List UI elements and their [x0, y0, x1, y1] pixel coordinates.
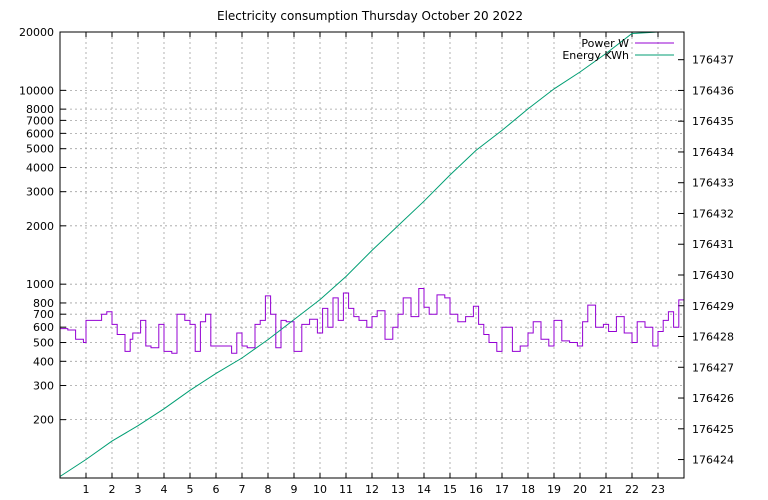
- x-tick-label: 13: [391, 483, 405, 496]
- legend-label-energy: Energy KWh: [562, 49, 629, 62]
- y2-tick-label: 176427: [692, 361, 734, 374]
- x-tick-label: 15: [443, 483, 457, 496]
- energy-series-line: [59, 31, 684, 477]
- y2-tick-label: 176431: [692, 238, 734, 251]
- x-tick-label: 14: [417, 483, 431, 496]
- x-tick-label: 1: [83, 483, 90, 496]
- x-tick-label: 6: [213, 483, 220, 496]
- y-tick-label: 800: [33, 297, 54, 310]
- y2-tick-label: 176429: [692, 300, 734, 313]
- plot-frame: [59, 31, 685, 479]
- x-tick-label: 23: [651, 483, 665, 496]
- y-tick-label: 7000: [26, 114, 54, 127]
- y2-tick-label: 176434: [692, 146, 734, 159]
- y-tick-label: 3000: [26, 186, 54, 199]
- y2-tick-label: 176425: [692, 423, 734, 436]
- x-tick-label: 19: [547, 483, 561, 496]
- y-tick-label: 2000: [26, 220, 54, 233]
- y-tick-label: 400: [33, 355, 54, 368]
- y-tick-label: 500: [33, 337, 54, 350]
- series-group: [59, 31, 685, 477]
- x-tick-label: 8: [265, 483, 272, 496]
- legend: Power W Energy KWh: [562, 37, 674, 62]
- grid-lines: [60, 31, 684, 478]
- axis-ticks: 1 2 3 4 5 6 7 8 9 10 11 12 13 14 15 16 17 18 19 20 21 22 23200…: [19, 26, 734, 496]
- x-tick-label: 5: [187, 483, 194, 496]
- y-tick-label: 300: [33, 380, 54, 393]
- y2-tick-label: 176433: [692, 177, 734, 190]
- x-tick-label: 4: [161, 483, 168, 496]
- x-tick-label: 17: [495, 483, 509, 496]
- x-tick-label: 10: [313, 483, 327, 496]
- x-tick-label: 3: [135, 483, 142, 496]
- y2-tick-label: 176430: [692, 269, 734, 282]
- y2-tick-label: 176437: [692, 54, 734, 67]
- y-tick-label: 1000: [26, 278, 54, 291]
- y-tick-label: 8000: [26, 103, 54, 116]
- y2-tick-label: 176436: [692, 84, 734, 97]
- x-tick-label: 7: [239, 483, 246, 496]
- y2-tick-label: 176426: [692, 392, 734, 405]
- power-series-line: [60, 288, 685, 354]
- x-tick-label: 20: [573, 483, 587, 496]
- x-tick-label: 21: [599, 483, 613, 496]
- y2-tick-label: 176424: [692, 454, 734, 467]
- x-tick-label: 18: [521, 483, 535, 496]
- x-tick-label: 12: [365, 483, 379, 496]
- x-tick-label: 16: [469, 483, 483, 496]
- y-tick-label: 4000: [26, 161, 54, 174]
- x-tick-label: 11: [339, 483, 353, 496]
- y2-tick-label: 176428: [692, 331, 734, 344]
- y-tick-label: 200: [33, 414, 54, 427]
- legend-label-power: Power W: [581, 37, 629, 50]
- x-tick-label: 9: [291, 483, 298, 496]
- x-tick-label: 2: [109, 483, 116, 496]
- y-tick-label: 20000: [19, 26, 54, 39]
- y2-tick-label: 176435: [692, 115, 734, 128]
- y-tick-label: 5000: [26, 143, 54, 156]
- y-tick-label: 6000: [26, 127, 54, 140]
- y-tick-label: 700: [33, 308, 54, 321]
- x-tick-label: 22: [625, 483, 639, 496]
- y-tick-label: 10000: [19, 84, 54, 97]
- chart-title: Electricity consumption Thursday October…: [217, 9, 523, 23]
- y2-tick-label: 176432: [692, 207, 734, 220]
- y-tick-label: 600: [33, 321, 54, 334]
